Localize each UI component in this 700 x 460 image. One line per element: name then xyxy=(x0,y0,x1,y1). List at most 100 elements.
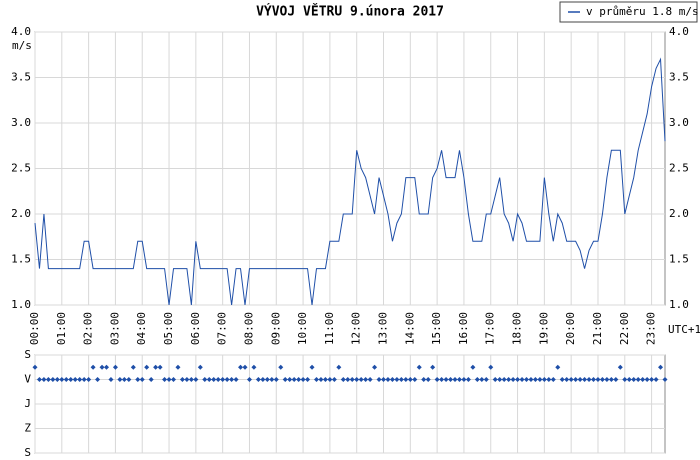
point xyxy=(345,377,351,382)
point xyxy=(528,377,534,382)
point xyxy=(363,377,369,382)
y-tick-label: 3.5 xyxy=(669,71,689,84)
y-tick-label: 3.0 xyxy=(11,116,31,129)
point xyxy=(622,377,628,382)
y-axis-label: m/s xyxy=(12,39,32,52)
point xyxy=(242,364,248,370)
x-tick-label: 12:00 xyxy=(350,312,363,345)
point xyxy=(157,364,163,370)
point xyxy=(336,364,342,370)
point xyxy=(229,377,235,382)
point xyxy=(81,377,87,382)
point xyxy=(269,377,275,382)
point xyxy=(193,377,199,382)
point xyxy=(515,377,521,382)
point xyxy=(171,377,177,382)
point xyxy=(599,377,605,382)
x-tick-label: 09:00 xyxy=(269,312,282,345)
point xyxy=(224,377,230,382)
point xyxy=(577,377,583,382)
x-tick-label: 08:00 xyxy=(242,312,255,345)
point xyxy=(367,377,373,382)
point xyxy=(483,377,489,382)
point xyxy=(582,377,588,382)
point xyxy=(126,377,132,382)
point xyxy=(617,364,623,370)
legend-label: v průměru 1.8 m/s xyxy=(586,5,699,18)
point xyxy=(322,377,328,382)
point xyxy=(465,377,471,382)
point xyxy=(434,377,440,382)
point xyxy=(108,377,114,382)
point xyxy=(77,377,83,382)
point xyxy=(559,377,565,382)
point xyxy=(573,377,579,382)
point xyxy=(541,377,547,382)
point xyxy=(474,377,480,382)
x-tick-label: 21:00 xyxy=(591,312,604,345)
point xyxy=(264,377,270,382)
y-tick-label: 2.5 xyxy=(11,162,31,175)
point xyxy=(635,377,641,382)
point xyxy=(452,377,458,382)
x-tick-label: 03:00 xyxy=(108,312,121,345)
x-axis-label: UTC+1 xyxy=(668,323,700,336)
point xyxy=(470,364,476,370)
point xyxy=(309,364,315,370)
point xyxy=(202,377,208,382)
x-tick-label: 07:00 xyxy=(216,312,229,345)
point xyxy=(45,377,51,382)
x-tick-label: 15:00 xyxy=(430,312,443,345)
y-tick-label: S xyxy=(24,446,31,459)
y-tick-label: 1.5 xyxy=(11,253,31,266)
point xyxy=(546,377,552,382)
point xyxy=(586,377,592,382)
point xyxy=(604,377,610,382)
point xyxy=(68,377,74,382)
point xyxy=(260,377,266,382)
x-tick-label: 10:00 xyxy=(296,312,309,345)
x-tick-label: 13:00 xyxy=(377,312,390,345)
point xyxy=(550,377,556,382)
point xyxy=(416,364,422,370)
point xyxy=(349,377,355,382)
x-tick-label: 18:00 xyxy=(511,312,524,345)
point xyxy=(331,377,337,382)
point xyxy=(197,364,203,370)
point xyxy=(506,377,512,382)
point xyxy=(564,377,570,382)
y-tick-label: V xyxy=(24,373,31,386)
legend-box xyxy=(559,1,698,23)
x-tick-label: 20:00 xyxy=(564,312,577,345)
point xyxy=(456,377,462,382)
y-tick-label: 1.0 xyxy=(669,298,689,311)
point xyxy=(206,377,212,382)
x-tick-label: 19:00 xyxy=(537,312,550,345)
point xyxy=(103,364,109,370)
x-tick-label: 04:00 xyxy=(135,312,148,345)
point xyxy=(59,377,65,382)
point xyxy=(430,364,436,370)
point xyxy=(412,377,418,382)
x-tick-label: 11:00 xyxy=(323,312,336,345)
point xyxy=(653,377,659,382)
point xyxy=(385,377,391,382)
x-tick-label: 00:00 xyxy=(28,312,41,345)
y-tick-label: 1.5 xyxy=(669,253,689,266)
y-tick-label: 1.0 xyxy=(11,298,31,311)
point xyxy=(354,377,360,382)
point xyxy=(425,377,431,382)
point xyxy=(613,377,619,382)
point xyxy=(305,377,311,382)
point xyxy=(403,377,409,382)
point xyxy=(148,377,154,382)
point xyxy=(251,364,257,370)
point xyxy=(448,377,454,382)
y-tick-label: S xyxy=(24,348,31,361)
line-series xyxy=(34,57,666,306)
point xyxy=(184,377,190,382)
x-tick-label: 06:00 xyxy=(189,312,202,345)
point xyxy=(188,377,194,382)
x-tick-label: 23:00 xyxy=(645,312,658,345)
point xyxy=(246,377,252,382)
